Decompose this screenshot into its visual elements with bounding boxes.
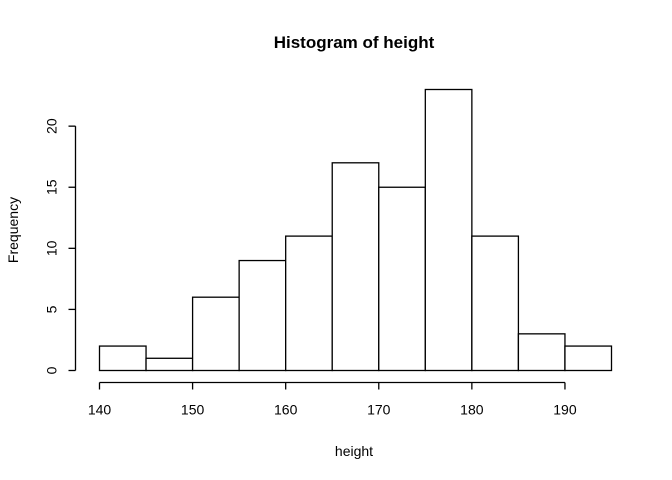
histogram-bar-175-180 (424, 88, 473, 372)
histogram-bar-160-165 (285, 235, 333, 372)
histogram-bar-180-185 (471, 235, 520, 372)
x-tick-label-140: 140 (88, 402, 112, 418)
bars-group (98, 88, 613, 372)
y-axis-label: Frequency (5, 197, 21, 263)
histogram-bar-165-170 (331, 162, 380, 372)
x-tick-label-170: 170 (367, 402, 391, 418)
histogram-bar-170-175 (378, 186, 426, 372)
x-tick-label-190: 190 (553, 402, 577, 418)
chart-title: Histogram of height (274, 33, 435, 52)
y-axis: 0 5 10 15 20 (44, 118, 77, 374)
histogram-bar-145-150 (145, 357, 194, 372)
histogram-bar-185-190 (517, 333, 566, 372)
x-tick-label-150: 150 (181, 402, 205, 418)
y-tick-label-10: 10 (44, 240, 60, 256)
histogram-bar-150-155 (191, 296, 240, 372)
x-axis: 140 150 160 170 180 190 (88, 381, 577, 418)
histogram-bar-155-160 (238, 259, 287, 372)
y-tick-label-15: 15 (44, 179, 60, 195)
x-tick-label-180: 180 (460, 402, 484, 418)
y-tick-label-20: 20 (44, 118, 60, 134)
histogram-bar-140-145 (98, 345, 147, 372)
x-axis-label: height (335, 443, 373, 459)
histogram-bar-190-195 (564, 345, 613, 372)
y-tick-label-5: 5 (44, 305, 60, 313)
y-tick-label-0: 0 (44, 366, 60, 374)
x-tick-label-160: 160 (274, 402, 298, 418)
